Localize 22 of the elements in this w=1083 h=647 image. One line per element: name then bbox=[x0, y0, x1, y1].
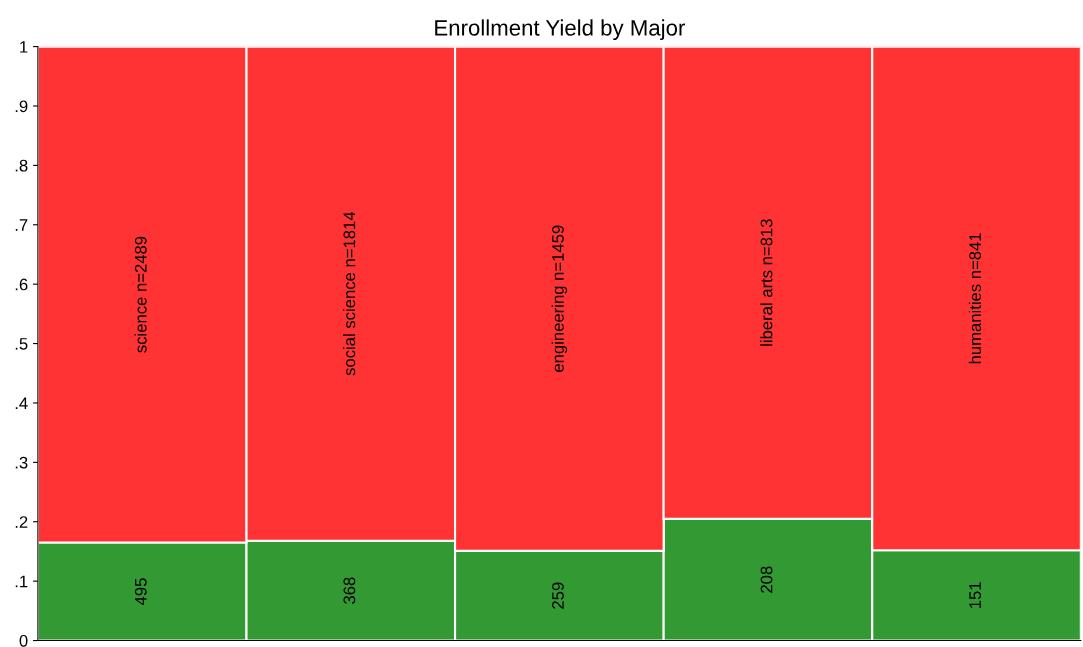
y-tick-label: .8 bbox=[15, 159, 28, 172]
annotation: 368 bbox=[343, 577, 356, 604]
y-tick-label: .1 bbox=[15, 575, 28, 588]
y-tick-label: .2 bbox=[15, 516, 28, 528]
x-tick-label: science n=2489 bbox=[134, 236, 147, 353]
y-tick-label: .5 bbox=[15, 338, 28, 350]
annotation: 495 bbox=[134, 578, 147, 606]
x-tick-label: social science n=1814 bbox=[343, 211, 356, 376]
y-tick-label: .9 bbox=[15, 100, 28, 113]
annotation: 259 bbox=[552, 582, 564, 609]
y-tick-label: 0 bbox=[19, 634, 28, 647]
y-tick-label: .7 bbox=[15, 219, 28, 231]
annotation: 208 bbox=[760, 566, 773, 593]
x-tick-label: liberal arts n=813 bbox=[760, 219, 773, 346]
x-tick-label: engineering n=1459 bbox=[551, 225, 568, 372]
y-tick-label: 1 bbox=[20, 41, 28, 53]
chart-title: Enrollment Yield by Major bbox=[435, 19, 685, 41]
annotation: 151 bbox=[969, 582, 982, 609]
y-tick-label: .3 bbox=[15, 456, 28, 469]
y-tick-label: .6 bbox=[15, 278, 28, 291]
x-tick-label: humanities n=841 bbox=[968, 233, 982, 364]
y-tick-label: .4 bbox=[15, 397, 28, 409]
